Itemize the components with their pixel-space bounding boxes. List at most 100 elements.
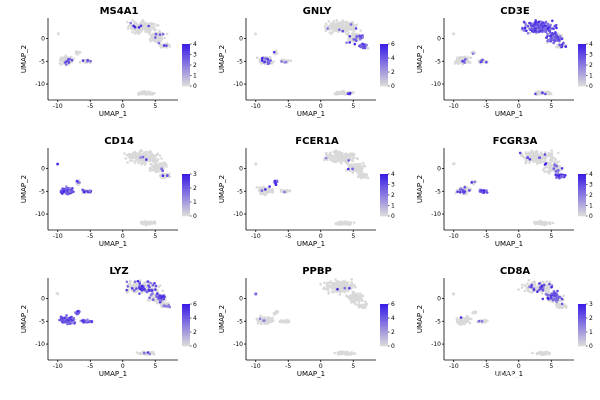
cell-point (147, 27, 151, 31)
cell-point-expressed (62, 190, 65, 193)
cell-point-expressed (71, 187, 74, 190)
cell-point-expressed (477, 319, 481, 323)
cell-point-expressed (564, 174, 567, 177)
cell-point (123, 152, 126, 155)
cell-point-expressed (154, 32, 158, 36)
cell-point-expressed (543, 163, 547, 166)
panel-title: CD14 (104, 136, 134, 147)
colorbar-segment (578, 71, 586, 74)
colorbar-tick-label: 2 (391, 329, 395, 336)
cell-point (136, 283, 139, 287)
cell-point (284, 319, 288, 323)
cell-point (348, 169, 352, 173)
colorbar-segment (578, 207, 586, 210)
colorbar-segment (380, 58, 388, 62)
cell-point (360, 176, 363, 180)
colorbar-segment (380, 318, 388, 322)
cell-point-expressed (355, 35, 358, 38)
y-tick-label: 0 (41, 36, 45, 43)
cell-point-expressed (86, 58, 89, 62)
colorbar-segment (578, 320, 586, 324)
cell-point (540, 292, 544, 295)
cell-point (258, 58, 262, 61)
cell-point-expressed (480, 320, 484, 323)
cell-point (457, 322, 461, 326)
colorbar-tick-label: 2 (589, 62, 593, 69)
cell-point (330, 22, 333, 26)
cell-point-expressed (470, 181, 474, 184)
cell-point (535, 352, 539, 355)
x-axis-label: UMAP_1 (495, 110, 523, 118)
cell-point-expressed (564, 45, 567, 48)
cell-point-expressed (556, 298, 559, 302)
cell-point-expressed (81, 188, 84, 192)
cell-point (546, 161, 550, 164)
cell-point-expressed (485, 61, 488, 64)
y-axis-label: UMAP_2 (20, 305, 28, 333)
colorbar-segment (380, 207, 388, 210)
cell-point (338, 293, 342, 296)
cell-point-expressed (473, 180, 476, 184)
cell-point-expressed (548, 282, 551, 286)
x-tick-label: -5 (483, 233, 489, 240)
x-tick-label: 0 (517, 233, 521, 240)
cell-point-expressed (456, 190, 459, 193)
colorbar-segment (182, 331, 190, 334)
cell-point (266, 319, 269, 323)
cell-point (350, 282, 354, 286)
colorbar-segment (578, 58, 586, 62)
cell-point-expressed (353, 42, 357, 46)
cell-point (69, 55, 73, 59)
cell-point (358, 292, 362, 295)
cell-point (357, 294, 361, 298)
cell-point (137, 157, 141, 161)
cell-point-expressed (150, 289, 153, 292)
cell-point (366, 47, 370, 50)
cell-point-expressed (547, 293, 550, 297)
cell-point (349, 152, 352, 155)
cell-point-expressed (148, 352, 151, 356)
x-tick-label: 0 (121, 103, 125, 110)
x-axis-label: UMAP_1 (495, 370, 523, 378)
cell-point (163, 36, 166, 40)
colorbar-tick-label: 0 (193, 83, 197, 90)
cell-point-expressed (550, 285, 553, 289)
cell-point-expressed (154, 36, 157, 39)
cell-point (145, 26, 149, 29)
cell-point-expressed (459, 316, 463, 319)
colorbar-segment (578, 343, 586, 347)
cell-point (338, 350, 341, 354)
cell-point (537, 221, 541, 225)
cell-point (523, 156, 526, 159)
cell-point-expressed (522, 20, 526, 24)
y-axis-label: UMAP_2 (416, 305, 424, 333)
cell-point-expressed (347, 167, 350, 171)
colorbar-segment (380, 77, 388, 80)
scatter-points (55, 279, 171, 356)
cell-point-expressed (552, 41, 555, 45)
y-axis-label: UMAP_2 (218, 305, 226, 333)
cell-point (145, 30, 148, 33)
colorbar-segment (380, 325, 388, 328)
cell-point-expressed (162, 295, 165, 299)
cell-point (534, 150, 538, 154)
cell-point (544, 290, 548, 293)
colorbar-segment (182, 77, 190, 80)
scatter-points (57, 19, 171, 97)
cell-point-expressed (88, 189, 92, 192)
colorbar-segment (380, 314, 388, 317)
cell-point-expressed (464, 58, 467, 61)
colorbar-segment (578, 211, 586, 215)
y-tick-label: -10 (35, 81, 45, 88)
colorbar-segment (182, 184, 190, 187)
colorbar-segment (182, 203, 190, 206)
cell-point (266, 191, 270, 194)
cell-point (255, 317, 259, 321)
panel-title: FCGR3A (493, 136, 538, 147)
cell-point-expressed (75, 179, 79, 183)
x-tick-label: 5 (549, 363, 553, 370)
x-tick-label: 0 (319, 363, 323, 370)
cell-point (331, 30, 335, 34)
